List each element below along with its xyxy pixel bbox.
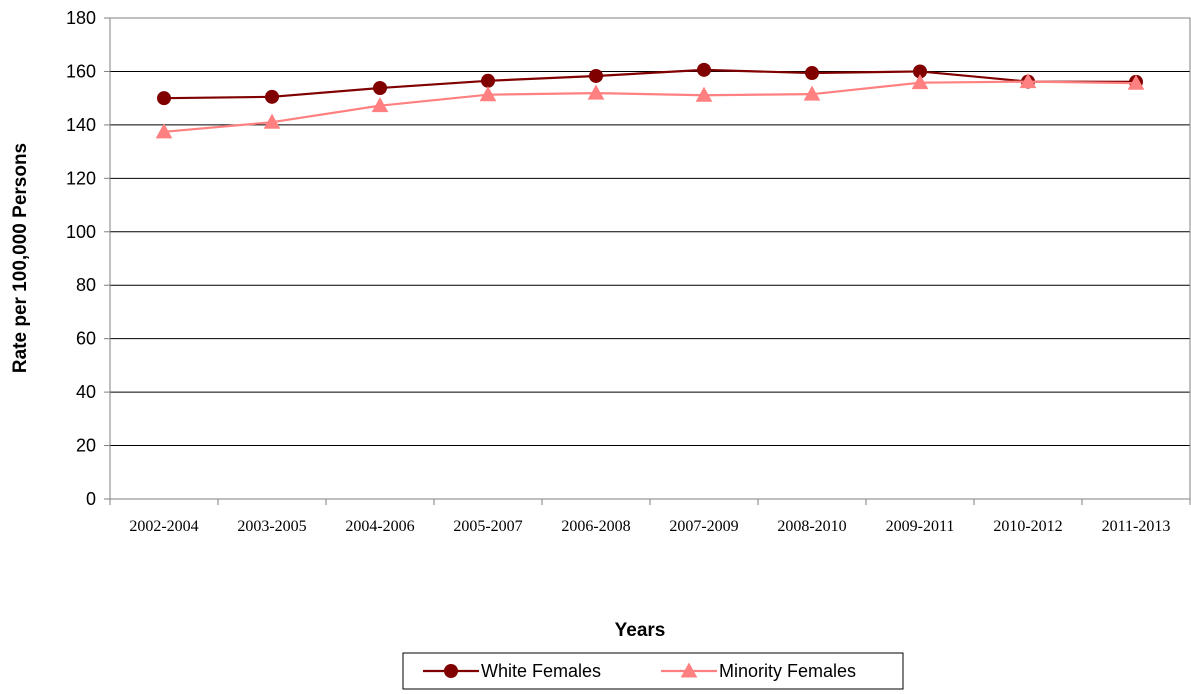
data-point [1019,73,1037,89]
series-1 [157,62,1143,106]
data-point [263,113,281,129]
y-tick-label: 0 [86,489,96,509]
x-tick-label: 2003-2005 [237,518,306,535]
axes [104,17,1191,505]
data-point [373,81,387,96]
data-point [589,68,603,83]
series-line [163,80,1137,133]
data-point [911,74,929,90]
data-point [481,73,495,88]
data-point [157,91,171,106]
legend-label: Minority Females [719,661,856,681]
x-tick-label: 2005-2007 [453,518,522,535]
x-tick-label: 2010-2012 [993,518,1062,535]
x-tick-label: 2011-2013 [1102,518,1171,535]
data-point [371,97,389,113]
data-point [805,66,819,81]
x-tick-label: 2009-2011 [886,518,955,535]
y-tick-label: 20 [76,436,96,456]
legend-label: White Females [481,661,601,681]
series-2 [155,73,1145,139]
data-point [1127,74,1145,90]
y-tick-label: 40 [76,382,96,402]
y-axis-ticks: 0 20 40 60 80 100 120 140 160 180 [66,8,96,509]
data-point [697,62,711,77]
legend-item: White Females [423,661,601,681]
data-point [479,86,497,102]
x-tick-label: 2006-2008 [561,518,630,535]
data-point [155,123,173,139]
y-axis-title: Rate per 100,000 Persons [10,143,31,373]
series-line [163,68,1137,100]
data-point [265,89,279,104]
y-tick-label: 60 [76,329,96,349]
x-axis-title: Years [615,620,666,641]
x-tick-label: 2004-2006 [345,518,414,535]
y-tick-label: 140 [66,115,96,135]
data-point [695,86,713,102]
legend-swatch-marker [680,662,698,678]
y-tick-label: 100 [66,222,96,242]
y-tick-label: 160 [66,61,96,81]
data-point [803,85,821,101]
legend-swatch-marker [444,664,458,678]
x-axis-ticks: 2002-2004 2003-2005 2004-2006 2005-2007 2006… [129,518,1170,535]
x-tick-label: 2007-2009 [669,518,738,535]
legend: White Females Minority Females [402,652,904,690]
y-tick-label: 120 [66,168,96,188]
x-tick-label: 2002-2004 [129,518,198,535]
legend-box [402,652,904,690]
y-tick-label: 180 [66,8,96,28]
legend-item: Minority Females [661,661,856,681]
series-group [155,62,1145,139]
y-tick-label: 80 [76,275,96,295]
data-point [587,84,605,100]
x-tick-label: 2008-2010 [777,518,846,535]
